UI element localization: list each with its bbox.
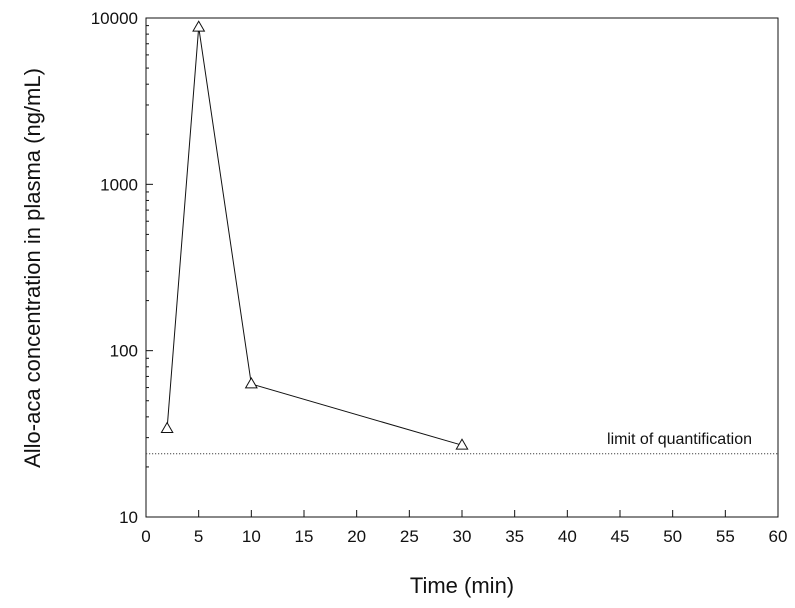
x-tick-label: 5 [194, 527, 203, 546]
x-tick-label: 30 [453, 527, 472, 546]
x-tick-label: 15 [295, 527, 314, 546]
y-axis-label: Allo-aca concentration in plasma (ng/mL) [20, 68, 45, 468]
x-tick-label: 55 [716, 527, 735, 546]
x-tick-label: 45 [611, 527, 630, 546]
x-axis-ticks: 0 5 10 15 20 25 30 35 40 45 50 55 60 [141, 510, 787, 546]
data-point-triangle [192, 20, 206, 32]
data-point-triangle [160, 421, 174, 433]
data-point-triangle [244, 376, 258, 389]
annotations: limit of quantification [146, 431, 778, 455]
x-tick-label: 50 [663, 527, 682, 546]
limit-of-quantification-label: limit of quantification [607, 431, 752, 448]
y-axis-ticks: 10 100 1000 10000 [91, 9, 153, 527]
x-tick-label: 0 [141, 527, 150, 546]
data-point-triangle [455, 438, 469, 450]
x-axis-label: Time (min) [410, 573, 514, 598]
series-line [166, 27, 463, 446]
x-tick-label: 60 [769, 527, 788, 546]
x-tick-label: 20 [347, 527, 366, 546]
y-tick-label: 1000 [100, 175, 138, 194]
x-tick-label: 10 [242, 527, 261, 546]
x-tick-label: 25 [400, 527, 419, 546]
y-tick-label: 10000 [91, 9, 138, 28]
y-tick-label: 10 [119, 508, 138, 527]
x-tick-label: 35 [505, 527, 524, 546]
y-tick-label: 100 [110, 342, 138, 361]
x-tick-label: 40 [558, 527, 577, 546]
series-group [160, 20, 469, 450]
